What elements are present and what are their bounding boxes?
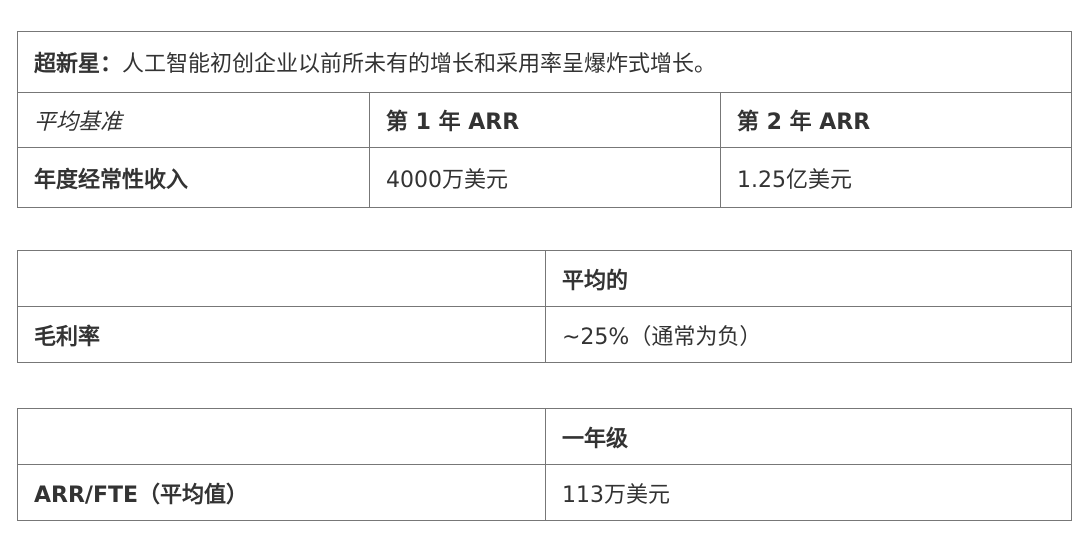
header-cell: 一年级 — [545, 408, 1072, 465]
table-header-row: 平均的 — [17, 250, 1072, 307]
header-cell — [17, 250, 546, 307]
header-cell: 第 2 年 ARR — [720, 92, 1072, 148]
cell: 113万美元 — [545, 464, 1072, 521]
table-title-row: 超新星：人工智能初创企业以前所未有的增长和采用率呈爆炸式增长。 — [17, 31, 1072, 93]
arr-per-fte-table: 一年级 ARR/FTE（平均值） 113万美元 — [17, 408, 1072, 521]
header-cell: 平均基准 — [17, 92, 370, 148]
table-row: 年度经常性收入 4000万美元 1.25亿美元 — [17, 147, 1072, 208]
row-label: 年度经常性收入 — [17, 147, 370, 208]
cell: 4000万美元 — [369, 147, 721, 208]
cell: ~25%（通常为负） — [545, 306, 1072, 363]
title-text: 人工智能初创企业以前所未有的增长和采用率呈爆炸式增长。 — [122, 52, 717, 77]
table-title: 超新星：人工智能初创企业以前所未有的增长和采用率呈爆炸式增长。 — [17, 31, 1072, 93]
row-label: 毛利率 — [17, 306, 546, 363]
header-cell: 平均的 — [545, 250, 1072, 307]
table-row: 毛利率 ~25%（通常为负） — [17, 306, 1072, 363]
table-row: ARR/FTE（平均值） 113万美元 — [17, 464, 1072, 521]
table-header-row: 一年级 — [17, 408, 1072, 465]
row-label: ARR/FTE（平均值） — [17, 464, 546, 521]
supernova-arr-table: 超新星：人工智能初创企业以前所未有的增长和采用率呈爆炸式增长。 平均基准 第 1… — [17, 31, 1072, 208]
header-cell: 第 1 年 ARR — [369, 92, 721, 148]
cell: 1.25亿美元 — [720, 147, 1072, 208]
header-cell — [17, 408, 546, 465]
title-bold: 超新星： — [34, 52, 123, 77]
gross-margin-table: 平均的 毛利率 ~25%（通常为负） — [17, 250, 1072, 363]
table-header-row: 平均基准 第 1 年 ARR 第 2 年 ARR — [17, 92, 1072, 148]
